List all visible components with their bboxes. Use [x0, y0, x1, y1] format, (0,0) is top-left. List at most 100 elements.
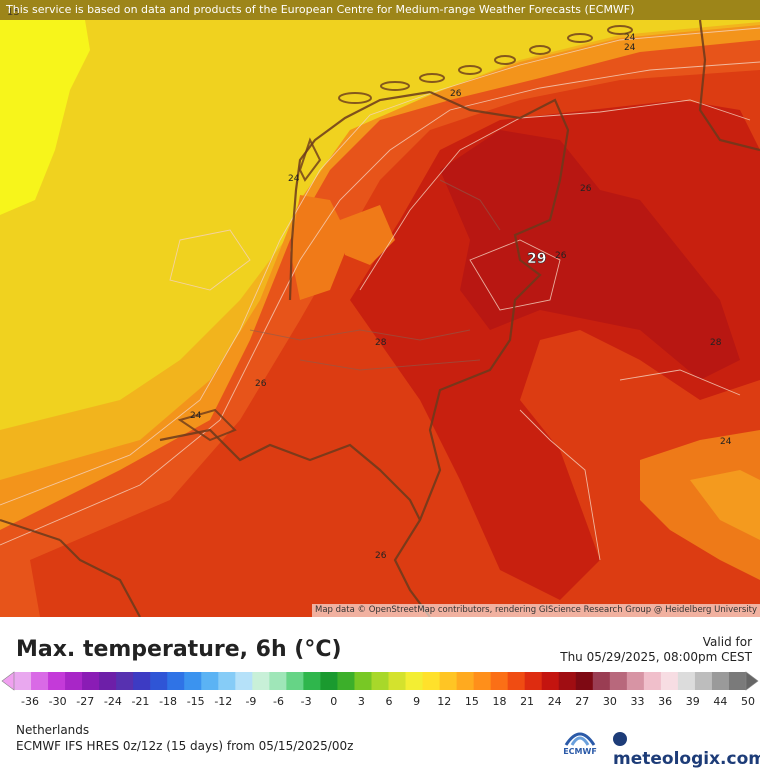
contour-label: 26 — [580, 184, 592, 194]
contour-label: 26 — [375, 551, 387, 561]
belgian-border — [159, 428, 421, 521]
color-scale-cell — [201, 672, 219, 690]
rivers — [249, 179, 501, 371]
ecmwf-text: ECMWF — [563, 747, 597, 756]
color-scale-cells — [14, 672, 747, 690]
color-scale-cell — [728, 672, 747, 690]
color-scale-cell — [252, 672, 270, 690]
color-scale-ticks: -36 -30 -27 -24 -21 -18 -15 -12 -9 -6 -3… — [0, 695, 760, 711]
ecmwf-disclaimer: This service is based on data and produc… — [0, 0, 760, 20]
color-scale-cell — [354, 672, 372, 690]
scale-tick: -9 — [245, 695, 257, 708]
color-scale-cell — [337, 672, 355, 690]
color-scale-cell — [558, 672, 577, 690]
color-scale-cell — [286, 672, 304, 690]
color-scale-cell — [14, 672, 32, 690]
east-cool — [690, 470, 760, 540]
max-value-label: 29 — [527, 251, 546, 267]
coast-france — [0, 518, 61, 542]
scale-tick: 6 — [385, 695, 393, 708]
color-scale-cell — [473, 672, 492, 690]
color-scale-cell — [507, 672, 526, 690]
scale-tick: 9 — [413, 695, 421, 708]
scale-tick: 3 — [357, 695, 365, 708]
color-scale-cell — [422, 672, 441, 690]
temperature-map: 24 24 26 24 26 28 26 28 26 24 26 24 29 1… — [0, 0, 760, 617]
scale-tick: 30 — [602, 695, 617, 708]
color-scale-cell — [167, 672, 185, 690]
color-scale-cell — [99, 672, 117, 690]
scale-tick: 24 — [547, 695, 562, 708]
legend-panel: Max. temperature, 6h (°C) Valid for Thu … — [0, 617, 760, 769]
contour-label: 24 — [288, 174, 300, 184]
color-scale-cell — [660, 672, 679, 690]
scale-tick: -15 — [186, 695, 205, 708]
color-scale-cell — [133, 672, 151, 690]
ijssel-orange — [340, 205, 395, 265]
scale-tick: -36 — [21, 695, 39, 708]
chart-title: Max. temperature, 6h (°C) — [16, 637, 342, 662]
scale-tick: -27 — [76, 695, 95, 708]
color-scale-cell — [218, 672, 236, 690]
color-scale-cell — [303, 672, 321, 690]
color-scale-cell — [320, 672, 338, 690]
color-scale-cell — [48, 672, 66, 690]
color-scale-bar — [1, 671, 759, 691]
color-scale-cell — [388, 672, 407, 690]
country-borders — [0, 19, 760, 617]
color-scale-cell — [150, 672, 168, 690]
map-attribution[interactable]: Map data © OpenStreetMap contributors, r… — [312, 604, 760, 617]
contour-label: 24 — [190, 411, 202, 421]
color-scale-cell — [65, 672, 83, 690]
german-border — [698, 19, 760, 152]
scale-tick: -30 — [48, 695, 67, 708]
lux-border — [59, 539, 141, 617]
ecmwf-logo[interactable]: ECMWF — [556, 725, 604, 759]
valid-time: Thu 05/29/2025, 08:00pm CEST — [560, 650, 752, 664]
dune-orange — [290, 195, 350, 300]
region-label: Netherlands — [16, 723, 90, 737]
scale-tick: 39 — [685, 695, 700, 708]
color-scale-cell — [626, 672, 645, 690]
cold-sea-patch — [0, 20, 90, 215]
contour-label: 28 — [710, 338, 722, 348]
meteologix-globe-icon — [613, 732, 627, 746]
color-scale-cell — [82, 672, 100, 690]
scale-tick: -18 — [159, 695, 178, 708]
color-scale-cell — [643, 672, 662, 690]
dutch-border — [393, 90, 570, 617]
color-scale-cell — [609, 672, 628, 690]
scale-tick: 50 — [741, 695, 755, 708]
color-scale-cell — [711, 672, 730, 690]
valid-label: Valid for — [702, 635, 752, 649]
scale-tick: 18 — [492, 695, 507, 708]
contour-label: 24 — [624, 43, 636, 53]
contour-label: 26 — [555, 251, 567, 261]
color-scale-cell — [235, 672, 253, 690]
color-scale-cell — [592, 672, 611, 690]
scale-tick: 15 — [464, 695, 479, 708]
scale-tick: -24 — [103, 695, 122, 708]
scale-tick: -3 — [300, 695, 312, 708]
ecmwf-logo-icon — [564, 732, 596, 746]
color-scale-cell — [116, 672, 134, 690]
color-scale-cell — [677, 672, 696, 690]
scale-left-arrow — [1, 671, 15, 691]
scale-tick: -12 — [214, 695, 233, 708]
color-scale-cell — [269, 672, 287, 690]
meteologix-logo[interactable]: meteologix.com — [613, 729, 760, 769]
color-scale-cell — [439, 672, 458, 690]
color-scale-cell — [694, 672, 713, 690]
brand-text: meteologix.com — [613, 749, 760, 769]
scale-tick: 0 — [330, 695, 338, 708]
color-scale-cell — [575, 672, 594, 690]
scale-right-arrow — [745, 671, 759, 691]
map-area[interactable]: 24 24 26 24 26 28 26 28 26 24 26 24 29 1… — [0, 0, 760, 617]
contour-label: 26 — [450, 89, 462, 99]
model-info: ECMWF IFS HRES 0z/12z (15 days) from 05/… — [16, 739, 354, 753]
contour-label: 24 — [624, 33, 636, 43]
scale-tick: 12 — [437, 695, 452, 708]
contour-label: 28 — [375, 338, 387, 348]
hot-center — [440, 130, 740, 380]
color-scale-cell — [490, 672, 509, 690]
